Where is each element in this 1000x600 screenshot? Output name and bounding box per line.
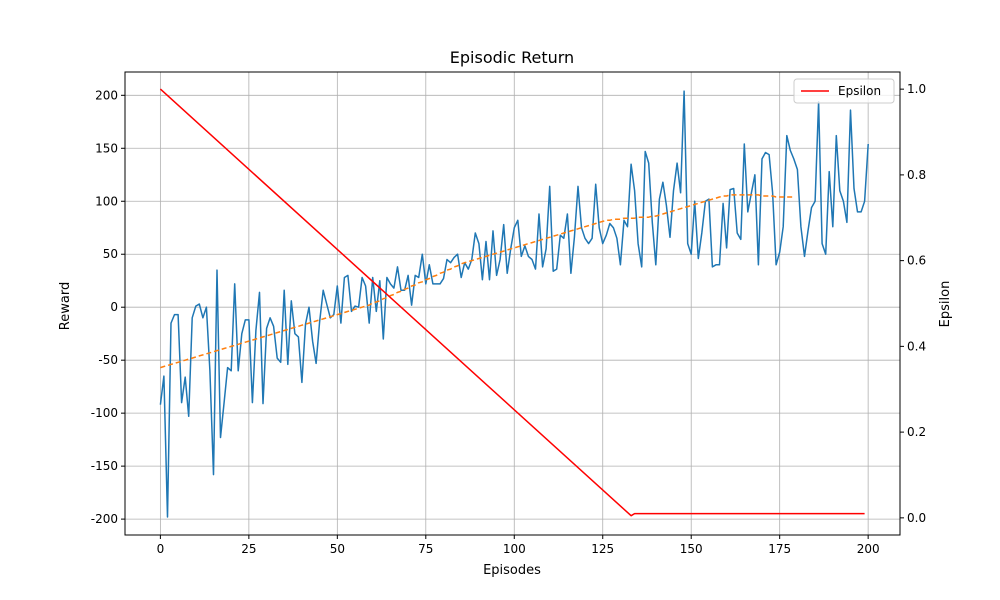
x-tick-label: 150 [680, 542, 703, 556]
y-tick-label: 100 [95, 194, 118, 208]
legend-label-epsilon: Epsilon [838, 84, 881, 98]
x-tick-label: 50 [330, 542, 345, 556]
x-tick-label: 200 [857, 542, 880, 556]
y-tick-label: -100 [91, 406, 118, 420]
y2-axis-title: Epsilon [938, 281, 953, 328]
epsilon-line [159, 88, 865, 517]
x-tick-label: 0 [157, 542, 165, 556]
y-tick-label: 0 [110, 300, 118, 314]
reward-line [159, 90, 869, 518]
y-tick-label: 50 [103, 247, 118, 261]
plot-frame [124, 71, 901, 536]
y2-tick-label: 0.6 [907, 254, 926, 268]
y-tick-label: 150 [95, 141, 118, 155]
x-tick-label: 175 [768, 542, 791, 556]
y2-tick-label: 0.8 [907, 168, 926, 182]
y-tick-label: -50 [98, 353, 118, 367]
x-tick-label: 100 [503, 542, 526, 556]
chart-title: Episodic Return [450, 48, 574, 67]
legend: Epsilon [793, 78, 895, 104]
y2-tick-label: 0.4 [907, 339, 926, 353]
y2-tick-label: 0.0 [907, 511, 926, 525]
y-tick-label: -200 [91, 512, 118, 526]
x-tick-label: 75 [418, 542, 433, 556]
series [159, 88, 869, 518]
y2-tick-label: 0.2 [907, 425, 926, 439]
x-tick-label: 125 [591, 542, 614, 556]
grid [125, 72, 900, 535]
y2-tick-label: 1.0 [907, 82, 926, 96]
reward-trend-line [160, 194, 794, 369]
y-tick-label: -150 [91, 459, 118, 473]
y-axis-title: Reward [58, 282, 73, 330]
x-tick-label: 25 [241, 542, 256, 556]
ticks: 0 25 50 75 100 125 150 175 200 -200 -150 -100 -50 0 50… [91, 82, 926, 556]
x-axis-title: Episodes [483, 563, 541, 578]
y-tick-label: 200 [95, 88, 118, 102]
legend-box [793, 78, 895, 104]
